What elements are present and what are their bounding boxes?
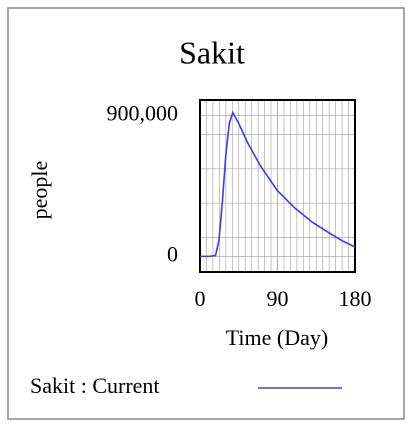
frame bbox=[7, 7, 405, 420]
chart-title: Sakit bbox=[179, 34, 245, 70]
x-tick-label: 0 bbox=[195, 286, 206, 311]
legend-label: Sakit : Current bbox=[30, 373, 160, 398]
y-axis-label: people bbox=[27, 161, 52, 220]
series-line bbox=[200, 110, 356, 258]
y-tick-label: 900,000 bbox=[107, 101, 179, 126]
x-axis-label: Time (Day) bbox=[226, 325, 328, 350]
y-tick-label: 0 bbox=[167, 241, 178, 266]
x-tick-label: 180 bbox=[339, 286, 372, 311]
plot-border bbox=[199, 99, 356, 273]
x-tick-label: 90 bbox=[267, 286, 289, 311]
